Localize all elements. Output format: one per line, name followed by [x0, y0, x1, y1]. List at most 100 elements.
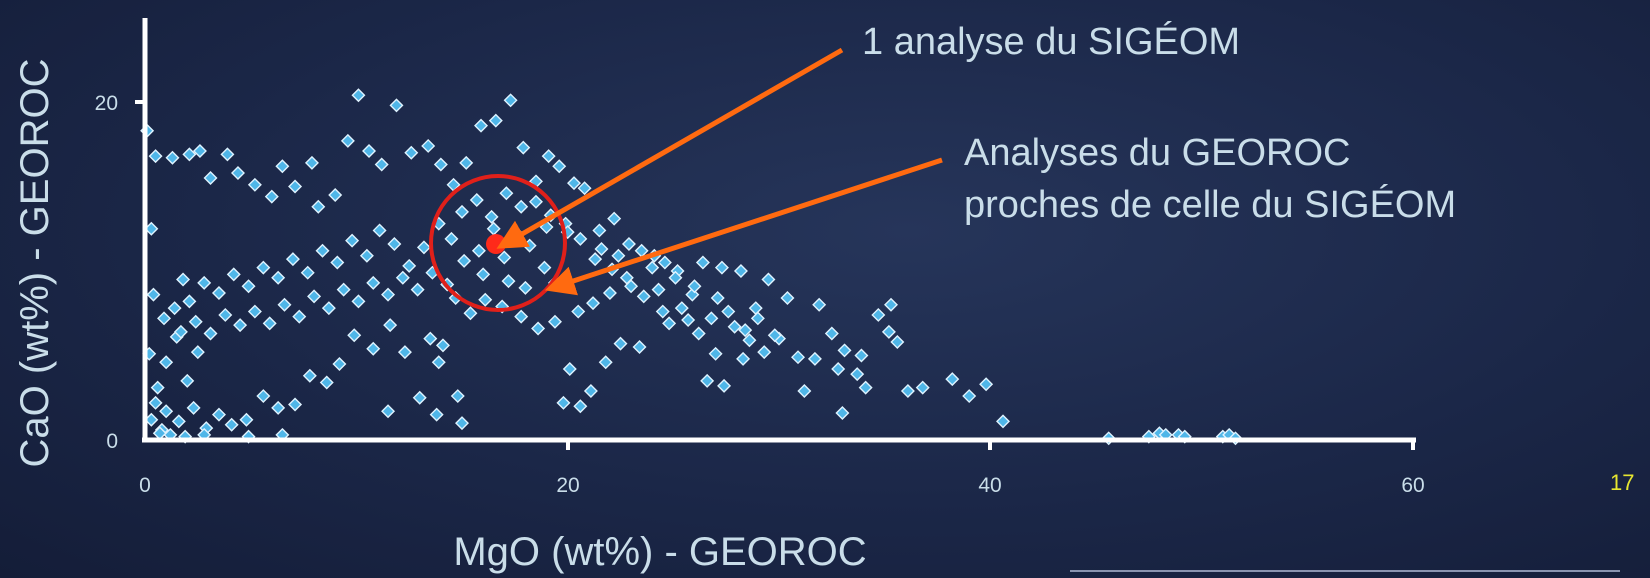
data-point: [433, 157, 448, 172]
data-point: [881, 324, 896, 339]
data-point: [146, 287, 161, 302]
data-point: [315, 243, 330, 258]
data-point: [330, 255, 345, 270]
data-point: [226, 267, 241, 282]
data-point: [757, 345, 772, 360]
data-point: [681, 313, 696, 327]
data-point: [884, 297, 898, 312]
data-point: [567, 176, 581, 191]
data-point: [381, 404, 396, 419]
data-point: [516, 140, 531, 155]
data-point: [717, 378, 732, 393]
data-point: [522, 238, 537, 253]
data-point: [531, 321, 546, 336]
slide-number: 17: [1610, 470, 1635, 495]
tick-labels: 0 20 40 60 0 20: [95, 92, 1425, 497]
data-point: [573, 399, 588, 414]
data-point: [714, 260, 729, 275]
sigeom-annotation: 1 analyse du SIGÉOM: [862, 20, 1240, 63]
data-point: [302, 368, 317, 383]
data-point: [761, 272, 776, 287]
data-point: [562, 362, 577, 377]
data-point: [423, 331, 438, 346]
data-point: [319, 375, 334, 390]
data-point: [598, 355, 613, 370]
data-point: [835, 405, 850, 420]
data-point: [632, 340, 647, 355]
data-point: [412, 390, 427, 405]
data-point: [662, 316, 677, 331]
data-point: [486, 221, 501, 236]
data-point: [345, 233, 360, 248]
data-point: [256, 389, 271, 404]
data-point: [395, 270, 410, 285]
x-axis-label: MgO (wt%) - GEOROC: [453, 530, 866, 574]
data-point: [655, 304, 670, 319]
data-point: [435, 338, 450, 353]
data-point: [431, 355, 446, 370]
y-tick-label: 20: [95, 92, 118, 115]
data-point: [233, 318, 248, 333]
data-point: [727, 319, 742, 334]
data-point: [366, 275, 381, 290]
data-point: [429, 407, 444, 422]
data-point: [211, 407, 226, 422]
neighborhood-circle: [429, 174, 567, 312]
data-point: [573, 231, 588, 246]
data-point: [592, 223, 607, 238]
data-point: [230, 165, 245, 180]
data-point: [611, 248, 626, 263]
data-point: [602, 285, 617, 300]
data-point: [691, 326, 706, 341]
data-point: [359, 248, 374, 263]
data-point: [416, 240, 431, 255]
data-point: [351, 294, 366, 309]
data-point: [288, 397, 303, 412]
data-point: [173, 324, 188, 339]
data-point: [383, 318, 398, 333]
data-point: [404, 145, 419, 160]
data-point: [514, 309, 529, 324]
x-tick-label: 60: [1401, 474, 1424, 497]
data-point: [738, 323, 753, 338]
data-point: [300, 265, 315, 280]
data-point: [767, 328, 782, 343]
data-point: [704, 311, 719, 326]
data-point: [176, 272, 191, 287]
data-point: [469, 193, 484, 208]
data-point: [488, 113, 503, 128]
data-point: [556, 395, 571, 410]
data-point: [710, 291, 725, 306]
data-point: [347, 328, 362, 343]
data-point: [607, 211, 622, 226]
data-point: [275, 159, 290, 174]
data-point: [218, 307, 233, 322]
data-point: [148, 149, 163, 164]
data-point: [157, 311, 172, 326]
data-point: [476, 267, 491, 282]
data-point: [351, 88, 366, 103]
data-point: [721, 304, 736, 319]
data-point: [247, 177, 262, 192]
data-point: [190, 345, 205, 360]
data-point: [277, 297, 292, 312]
data-point: [858, 380, 873, 395]
data-point: [211, 285, 226, 300]
data-point: [241, 279, 256, 294]
data-point: [186, 400, 201, 415]
data-point: [700, 373, 715, 388]
data-point: [657, 255, 672, 270]
data-point: [444, 231, 459, 246]
data-point: [979, 377, 994, 392]
data-point: [288, 179, 303, 194]
data-point: [203, 171, 218, 186]
data-point: [668, 270, 683, 285]
x-tick-label: 20: [556, 474, 579, 497]
data-point: [484, 209, 499, 224]
data-point: [256, 260, 271, 275]
data-point: [474, 118, 489, 133]
data-point: [311, 199, 326, 214]
data-point: [192, 144, 207, 158]
data-point: [450, 389, 465, 404]
